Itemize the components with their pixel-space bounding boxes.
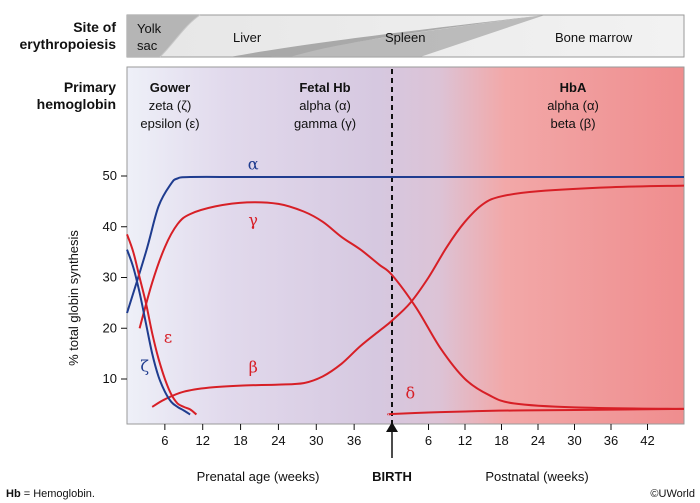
x-tick-label-prenatal: 18 — [233, 433, 247, 448]
footnote-text: = Hemoglobin. — [21, 488, 95, 500]
primary-row-label-1: Primary — [64, 79, 116, 95]
primary-row-label-2: hemoglobin — [37, 96, 116, 112]
curve-label-delta: δ — [405, 383, 415, 402]
x-tick-label-prenatal: 6 — [161, 433, 168, 448]
curve-label-alpha: α — [248, 154, 259, 173]
x-axis-prenatal-title: Prenatal age (weeks) — [197, 469, 320, 484]
hb-fetal-line1: alpha (α) — [299, 98, 351, 113]
x-tick-label-postnatal: 42 — [640, 433, 654, 448]
x-tick-label-postnatal: 30 — [567, 433, 581, 448]
hb-gower-line2: epsilon (ε) — [140, 116, 199, 131]
x-tick-label-prenatal: 24 — [271, 433, 285, 448]
footnote: Hb = Hemoglobin. — [6, 488, 95, 500]
series-line-alpha — [126, 175, 684, 314]
y-tick-label: 50 — [103, 168, 117, 183]
x-axis-birth-title: BIRTH — [372, 469, 412, 484]
y-tick-label: 30 — [103, 270, 117, 285]
curve-label-beta: β — [249, 357, 258, 376]
hb-a-line1: alpha (α) — [547, 98, 599, 113]
x-axis: 6 12 18 24 30 36 6 12 18 24 30 36 42 — [161, 424, 655, 448]
hb-a-line2: beta (β) — [550, 116, 595, 131]
chart-background — [126, 66, 685, 425]
y-tick-label: 40 — [103, 219, 117, 234]
series-line-delta — [387, 407, 685, 416]
x-tick-label-prenatal: 36 — [347, 433, 361, 448]
hb-fetal-title: Fetal Hb — [299, 80, 350, 95]
x-tick-label-postnatal: 24 — [531, 433, 545, 448]
y-axis: 10 20 30 40 50 — [103, 168, 127, 386]
yolk-sac-region — [127, 15, 200, 57]
x-tick-label-postnatal: 36 — [604, 433, 618, 448]
site-yolk-sac-2: sac — [137, 38, 158, 53]
series-line-beta — [151, 184, 685, 408]
curve-label-gamma: γ — [248, 211, 258, 230]
hb-fetal-line2: gamma (γ) — [294, 116, 356, 131]
series-line-gamma — [138, 201, 685, 410]
y-axis-title: % total globin synthesis — [66, 230, 81, 366]
hb-gower-line1: zeta (ζ) — [149, 98, 192, 113]
y-tick-label: 20 — [103, 320, 117, 335]
site-row-label-1: Site of — [73, 19, 116, 35]
x-tick-label-prenatal: 12 — [195, 433, 209, 448]
curve-labels: α γ β εζ δ — [140, 154, 415, 402]
x-tick-label-postnatal: 12 — [458, 433, 472, 448]
series-line-epsilon — [126, 234, 198, 416]
curve-label-zeta: ζ — [140, 356, 149, 375]
curve-label-epsilon: ε — [164, 328, 172, 347]
x-tick-label-prenatal: 30 — [309, 433, 323, 448]
spleen-wedge — [230, 15, 545, 57]
spleen-wedge-fill — [270, 15, 545, 57]
hb-a-title: HbA — [560, 80, 587, 95]
birth-arrow — [386, 422, 398, 458]
liver-boundary — [159, 14, 201, 58]
x-tick-label-postnatal: 18 — [494, 433, 508, 448]
x-axis-postnatal-title: Postnatal (weeks) — [485, 469, 588, 484]
hb-gower-title: Gower — [150, 80, 190, 95]
series-line-zeta — [126, 249, 191, 416]
x-tick-label-postnatal: 6 — [425, 433, 432, 448]
site-row-label-2: erythropoiesis — [20, 36, 117, 52]
site-liver: Liver — [233, 30, 262, 45]
copyright: ©UWorld — [650, 488, 695, 500]
series-layer — [126, 175, 685, 416]
site-yolk-sac-1: Yolk — [137, 21, 162, 36]
erythropoiesis-band — [126, 14, 685, 58]
site-bone-marrow: Bone marrow — [555, 30, 633, 45]
y-tick-label: 10 — [103, 371, 117, 386]
site-spleen: Spleen — [385, 30, 425, 45]
footnote-abbr: Hb — [6, 488, 21, 500]
